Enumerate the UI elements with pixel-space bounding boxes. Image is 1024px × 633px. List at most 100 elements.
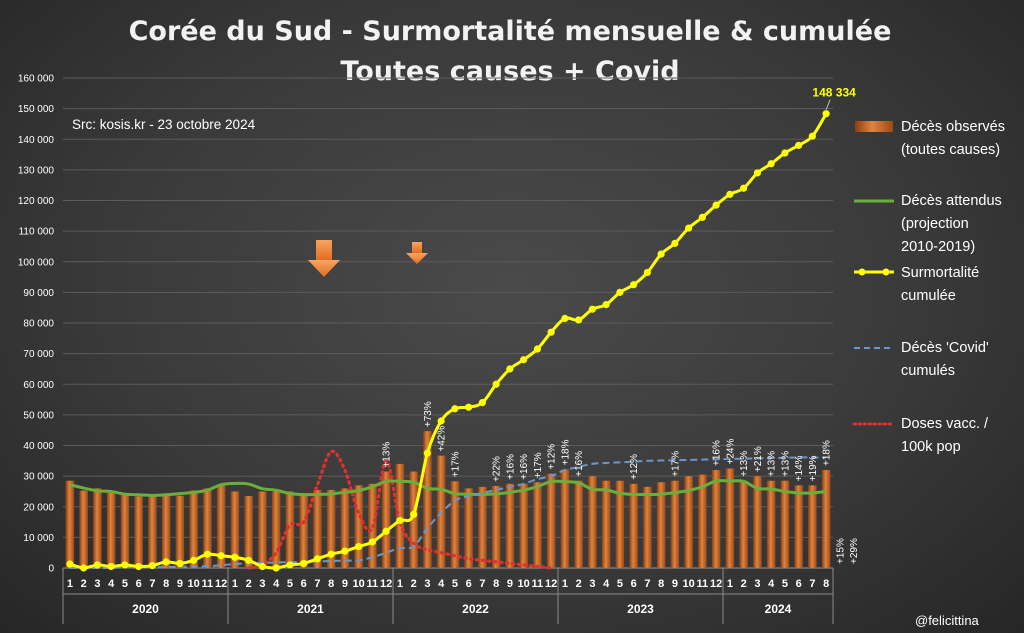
bar bbox=[326, 489, 336, 568]
percent-label: +73% bbox=[423, 401, 434, 427]
series-point-excess bbox=[643, 268, 651, 277]
x-tick-label: 10 bbox=[353, 578, 365, 590]
x-tick-label: 11 bbox=[202, 578, 214, 590]
series-point-excess bbox=[162, 558, 170, 566]
series-point-excess bbox=[423, 449, 431, 457]
legend-label: 2010-2019) bbox=[901, 239, 975, 255]
y-tick-label: 120 000 bbox=[18, 196, 55, 207]
percent-label: +15% bbox=[835, 538, 846, 564]
series-point-excess bbox=[272, 564, 280, 572]
series-point-excess bbox=[93, 561, 101, 569]
bar bbox=[148, 495, 157, 568]
x-tick-label: 7 bbox=[314, 578, 320, 590]
x-tick-label: 11 bbox=[367, 578, 379, 590]
x-tick-label: 3 bbox=[259, 578, 265, 590]
line-series: 148 334 bbox=[66, 86, 856, 572]
bar bbox=[285, 491, 295, 568]
source-label: Src: kosis.kr - 23 octobre 2024 bbox=[72, 117, 256, 132]
percent-label: +29% bbox=[849, 538, 860, 564]
legend-label: Surmortalité bbox=[901, 265, 979, 281]
series-point-excess bbox=[107, 562, 115, 571]
series-line-covid bbox=[69, 456, 827, 570]
bar bbox=[106, 492, 116, 568]
series-point-excess bbox=[575, 316, 583, 324]
bar bbox=[120, 492, 130, 568]
bar bbox=[244, 496, 253, 568]
x-tick-label: 5 bbox=[617, 578, 623, 590]
x-tick-label: 10 bbox=[518, 578, 530, 590]
year-label: 2024 bbox=[765, 602, 792, 616]
x-tick-label: 7 bbox=[809, 578, 815, 590]
y-tick-label: 130 000 bbox=[18, 165, 55, 176]
x-tick-label: 2 bbox=[411, 578, 417, 590]
legend-label: 100k pop bbox=[901, 439, 961, 455]
x-tick-label: 6 bbox=[136, 578, 142, 590]
series-point-excess bbox=[685, 224, 693, 232]
series-point-excess bbox=[410, 510, 418, 519]
series-point-excess bbox=[217, 552, 225, 560]
series-line-vaccine bbox=[247, 449, 553, 570]
bar bbox=[505, 483, 515, 568]
bar bbox=[560, 469, 570, 568]
bar bbox=[395, 463, 405, 568]
bar bbox=[491, 485, 501, 568]
bar bbox=[478, 486, 487, 568]
x-tick-label: 4 bbox=[108, 578, 115, 590]
x-tick-label: 7 bbox=[644, 578, 650, 590]
bar bbox=[546, 473, 556, 568]
legend-marker bbox=[858, 268, 866, 276]
percent-label: +21% bbox=[753, 446, 764, 472]
series-point-excess bbox=[465, 403, 473, 411]
series-point-excess bbox=[698, 213, 706, 221]
series-point-excess bbox=[286, 561, 294, 569]
legend-label: (toutes causes) bbox=[901, 142, 1000, 158]
x-tick-label: 3 bbox=[589, 578, 595, 590]
y-tick-label: 70 000 bbox=[23, 349, 54, 360]
bar bbox=[698, 474, 707, 568]
legend-label: Décès attendus bbox=[901, 193, 1002, 209]
legend: Décès observés (toutes causes) Décès att… bbox=[852, 119, 1005, 455]
legend-swatch-observed bbox=[855, 121, 893, 132]
series-point-excess bbox=[616, 288, 624, 296]
bar bbox=[161, 494, 171, 568]
y-tick-label: 50 000 bbox=[23, 410, 54, 421]
series-point-excess bbox=[176, 559, 184, 568]
legend-label: Décès observés bbox=[901, 119, 1005, 135]
x-tick-label: 9 bbox=[177, 578, 183, 590]
x-tick-label: 8 bbox=[493, 578, 499, 590]
x-tick-label: 4 bbox=[603, 578, 610, 590]
bar bbox=[794, 485, 803, 568]
series-point-excess bbox=[671, 239, 679, 247]
percent-label: +13% bbox=[780, 451, 791, 477]
credit-label: @felicittina bbox=[915, 613, 980, 628]
bar bbox=[313, 489, 322, 568]
x-tick-label: 8 bbox=[328, 578, 334, 590]
y-tick-label: 100 000 bbox=[18, 257, 55, 268]
series-point-excess bbox=[258, 562, 266, 571]
bar bbox=[766, 480, 776, 568]
x-tick-label: 5 bbox=[122, 578, 128, 590]
x-tick-label: 7 bbox=[149, 578, 155, 590]
x-tick-label: 1 bbox=[232, 578, 238, 590]
x-tick-label: 4 bbox=[273, 578, 280, 590]
x-tick-label: 1 bbox=[562, 578, 568, 590]
x-tick-label: 7 bbox=[479, 578, 485, 590]
series-point-excess bbox=[437, 417, 445, 425]
series-point-excess bbox=[506, 365, 514, 373]
y-tick-label: 80 000 bbox=[23, 319, 54, 330]
legend-label: Doses vacc. / bbox=[901, 416, 989, 432]
series-point-excess bbox=[231, 553, 239, 561]
year-label: 2020 bbox=[132, 602, 159, 616]
series-point-excess bbox=[341, 547, 349, 555]
chart-subtitle: Toutes causes + Covid bbox=[340, 56, 679, 87]
x-tick-label: 11 bbox=[532, 578, 544, 590]
x-tick-label: 11 bbox=[697, 578, 709, 590]
x-tick-label: 3 bbox=[94, 578, 100, 590]
percent-label: +24% bbox=[725, 439, 736, 465]
x-tick-label: 5 bbox=[782, 578, 788, 590]
percent-label: +16% bbox=[505, 454, 516, 480]
x-axis: 1 2 3 4 5 6 7 8 9 10 11 12 1 2 3 4 5 6 7 8 9 10 11 12 1 2 3 4 5 6 7 8 9 1… bbox=[62, 568, 834, 624]
series-point-excess bbox=[121, 561, 129, 569]
percent-label: +18% bbox=[822, 440, 833, 466]
x-tick-label: 5 bbox=[452, 578, 458, 590]
